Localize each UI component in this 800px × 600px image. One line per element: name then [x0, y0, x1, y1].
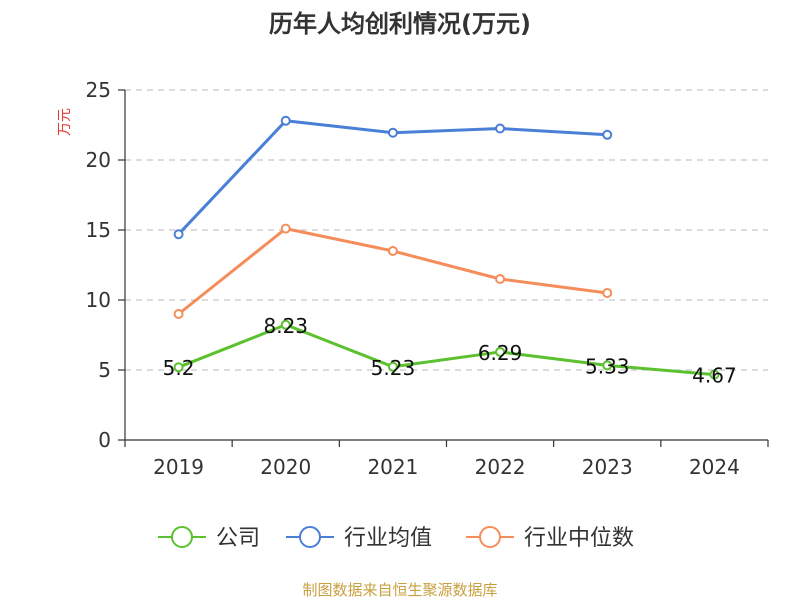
grid-lines [125, 89, 768, 371]
source-note: 制图数据来自恒生聚源数据库 [302, 581, 497, 599]
legend: 公司 行业均值 行业中位数 [158, 526, 634, 551]
point-0-2022 [495, 346, 506, 357]
y-tick-labels: 0 5 10 15 20 25 [86, 78, 111, 452]
legend-marker-2 [479, 526, 501, 548]
data-label-2022: 6.29 [478, 341, 523, 365]
x-tick-label-2021: 2021 [367, 455, 418, 479]
point-1-2021 [387, 127, 398, 138]
data-label-2023: 5.33 [585, 354, 630, 378]
point-0-2019 [173, 362, 184, 373]
x-tick-label-2022: 2022 [475, 455, 526, 479]
y-tick-label-10: 10 [86, 288, 111, 312]
point-2-2019 [173, 309, 184, 319]
series-line-1 [177, 119, 609, 236]
y-tick-label-0: 0 [98, 428, 111, 452]
point-2-2021 [387, 246, 398, 256]
x-tick-label-2019: 2019 [153, 455, 204, 479]
legend-label-2: 行业中位数 [524, 526, 634, 551]
legend-marker-0 [171, 526, 193, 548]
series-line-0 [177, 323, 716, 377]
point-2-2020 [280, 223, 291, 234]
x-tick-labels: 2019 2020 2021 2022 2023 2024 [153, 455, 740, 479]
data-label-2021: 5.23 [371, 356, 416, 380]
y-tick-label-5: 5 [98, 358, 111, 382]
data-label-2024: 4.67 [692, 364, 737, 388]
series-line-2 [177, 227, 609, 316]
series-layer [173, 115, 720, 380]
point-1-2023 [602, 129, 613, 140]
point-1-2019 [173, 229, 184, 240]
legend-label-0: 公司 [216, 526, 260, 551]
y-tick-label-15: 15 [86, 218, 111, 242]
point-0-2021 [387, 361, 398, 372]
y-axis-label: 万元 [57, 108, 73, 136]
point-2-2022 [495, 274, 506, 284]
x-tick-label-2020: 2020 [260, 455, 311, 479]
data-labels: 5.2 8.23 5.23 6.29 5.33 4.67 [163, 314, 737, 388]
point-0-2024 [709, 369, 720, 380]
legend-marker-1 [299, 526, 321, 548]
point-1-2022 [495, 123, 506, 134]
point-2-2023 [602, 288, 613, 298]
legend-label-1: 行业均值 [344, 526, 432, 551]
point-0-2020 [280, 319, 291, 330]
point-1-2020 [280, 115, 291, 126]
point-0-2023 [602, 360, 613, 371]
chart-title: 历年人均创利情况(万元) [269, 10, 531, 38]
x-tick-label-2023: 2023 [582, 455, 633, 479]
y-tick-label-25: 25 [86, 78, 111, 102]
axes [118, 89, 769, 447]
x-tick-label-2024: 2024 [689, 455, 740, 479]
y-tick-label-20: 20 [86, 148, 111, 172]
data-label-2020: 8.23 [263, 314, 308, 338]
data-label-2019: 5.2 [163, 356, 195, 380]
